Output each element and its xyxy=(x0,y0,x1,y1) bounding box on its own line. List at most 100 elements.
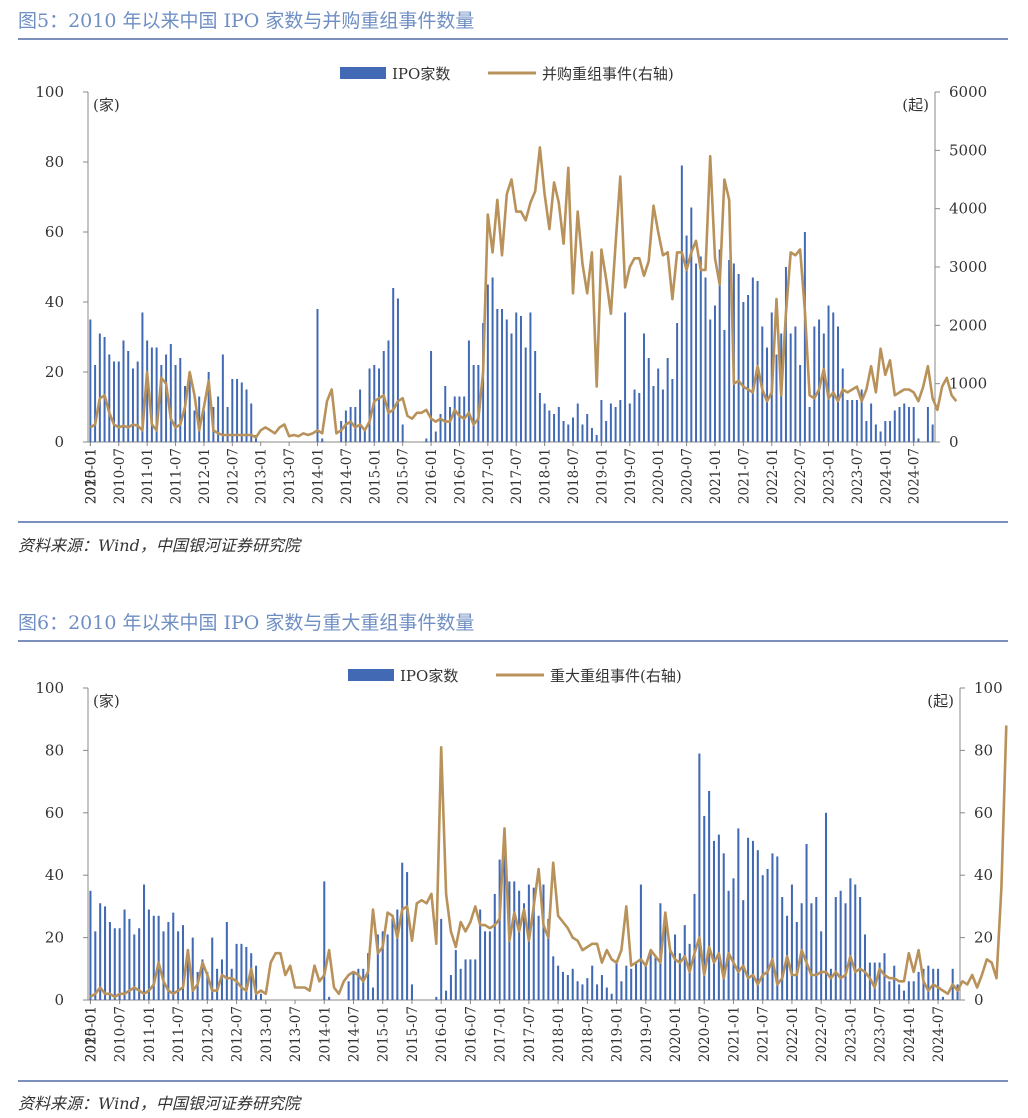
ipo-bar xyxy=(596,984,599,1000)
ipo-bar xyxy=(678,953,681,1000)
ipo-bar xyxy=(89,890,92,1000)
legend-bar-label: IPO家数 xyxy=(392,65,450,83)
x-tick-label: 2014-01 xyxy=(317,1006,333,1062)
ipo-bar xyxy=(815,897,818,1000)
ipo-bar xyxy=(94,931,97,1000)
ipo-bar xyxy=(469,959,472,1000)
ipo-bar xyxy=(240,382,243,442)
ipo-bar xyxy=(562,421,565,442)
x-tick-label: 2020-07 xyxy=(697,1006,713,1062)
ipo-bar xyxy=(931,424,934,442)
y-left-tick-label: 100 xyxy=(35,679,64,697)
x-tick-label: 2021-07 xyxy=(736,448,752,504)
ipo-bar xyxy=(728,260,731,442)
x-tick-label: 2023-01 xyxy=(822,448,838,504)
ipo-bar xyxy=(834,897,837,1000)
ipo-bar xyxy=(709,319,712,442)
ipo-bar xyxy=(104,906,107,1000)
ipo-bar xyxy=(860,389,863,442)
x-tick-label: 2015-01 xyxy=(367,448,383,504)
legend-line-label: 重大重组事件(右轴) xyxy=(550,667,682,685)
ipo-bar xyxy=(108,922,111,1000)
ipo-bar xyxy=(844,903,847,1000)
x-tick-label: 2017-01 xyxy=(481,448,497,504)
ipo-bar xyxy=(435,996,438,1000)
ipo-bar xyxy=(396,298,399,442)
ipo-bar xyxy=(698,753,701,1000)
ipo-bar xyxy=(448,407,451,442)
ipo-bar xyxy=(498,859,501,1000)
ipo-bar xyxy=(718,249,721,442)
x-tick-label: 2020-01 xyxy=(668,1006,684,1062)
ipo-bar xyxy=(198,396,201,442)
x-tick-label: 2010-01 xyxy=(83,1006,99,1062)
ipo-bar xyxy=(846,400,849,442)
ipo-bar xyxy=(184,386,186,442)
x-tick-label: 2013-07 xyxy=(288,1006,304,1062)
ipo-bar xyxy=(547,918,550,1000)
ipo-bar xyxy=(576,981,579,1000)
ipo-bar xyxy=(571,968,574,1000)
x-tick-label: 2017-01 xyxy=(493,1006,509,1062)
ipo-bar xyxy=(359,389,362,442)
x-tick-label: 2014-01 xyxy=(310,448,326,504)
ipo-bar xyxy=(642,333,645,442)
ipo-bar xyxy=(206,971,209,1000)
ipo-bar xyxy=(917,971,920,1000)
ipo-bar xyxy=(391,918,394,1000)
ipo-bar xyxy=(328,996,331,1000)
ipo-bar xyxy=(849,878,852,1000)
ipo-bar xyxy=(221,354,224,442)
ipo-bar xyxy=(605,987,608,1000)
ipo-bar xyxy=(771,853,774,1000)
ipo-bar xyxy=(690,207,693,442)
ipo-bar xyxy=(937,968,940,1000)
ipo-bar xyxy=(572,417,575,442)
x-tick-label: 2016-01 xyxy=(424,448,440,504)
chart1-title-rule xyxy=(18,38,1008,40)
y-right-tick-label: 20 xyxy=(974,929,993,947)
ipo-bar xyxy=(230,968,233,1000)
ipo-bar xyxy=(898,984,901,1000)
ipo-bar xyxy=(553,414,556,442)
ipo-bar xyxy=(818,319,821,442)
ipo-bar xyxy=(160,365,163,442)
ipo-bar xyxy=(917,438,920,442)
y-right-tick-label: 2000 xyxy=(949,316,987,334)
ipo-bar xyxy=(889,421,892,442)
ipo-bar xyxy=(354,407,357,442)
x-tick-label: 2012-07 xyxy=(225,448,241,504)
ipo-bar xyxy=(713,305,716,442)
ipo-bar xyxy=(704,277,707,442)
ipo-bar xyxy=(644,965,647,1000)
ipo-bar xyxy=(179,358,182,442)
x-tick-label: 2017-07 xyxy=(509,448,525,504)
ipo-bar xyxy=(893,410,896,442)
y-right-tick-label: 5000 xyxy=(949,141,987,159)
ipo-bar xyxy=(693,893,696,1000)
ipo-bar xyxy=(534,351,537,442)
ipo-bar xyxy=(118,928,121,1000)
y-right-tick-label: 4000 xyxy=(949,200,987,218)
chart2-svg: 0 20 40 60 80 100 0 20 40 60 80 100 (家) (起) 2010-01 201… xyxy=(35,667,1008,1062)
chart2-source: 资料来源：Wind，中国银河证券研究院 xyxy=(18,1094,300,1113)
y-right-tick-label: 60 xyxy=(974,804,993,822)
ipo-bar xyxy=(113,928,116,1000)
ipo-bar xyxy=(657,368,660,442)
y-right-tick-label: 0 xyxy=(974,991,984,1009)
ipo-bar xyxy=(113,361,116,442)
ipo-bar xyxy=(123,909,126,1000)
ipo-bar xyxy=(907,981,910,1000)
ipo-bar xyxy=(202,410,205,442)
ipo-bar xyxy=(169,344,172,442)
ipo-bar xyxy=(231,379,234,442)
left-unit-label: (家) xyxy=(93,692,120,710)
ipo-bar xyxy=(99,903,102,1000)
ipo-bar xyxy=(165,354,168,442)
ipo-bar xyxy=(926,407,929,442)
ipo-bar xyxy=(147,909,150,1000)
ipo-bar xyxy=(131,368,134,442)
ipo-bar xyxy=(439,414,442,442)
ipo-bar xyxy=(661,389,664,442)
x-tick-label: 2016-07 xyxy=(463,1006,479,1062)
